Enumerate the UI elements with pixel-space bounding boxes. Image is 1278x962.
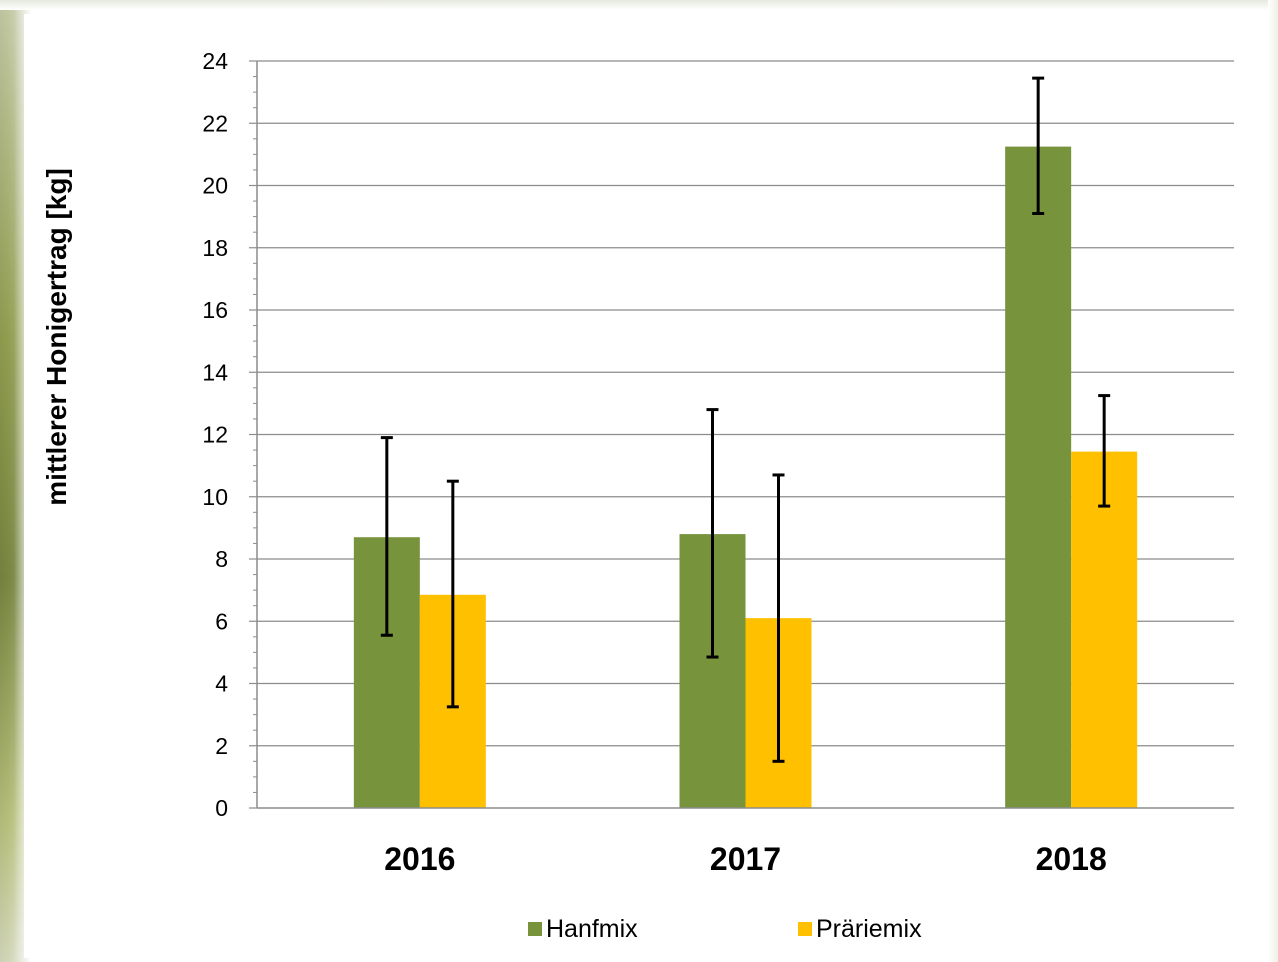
axes xyxy=(249,60,1234,809)
y-tick-label: 12 xyxy=(202,422,228,448)
legend-label-hanfmix: Hanfmix xyxy=(546,915,638,943)
x-tick-label: 2017 xyxy=(710,841,781,877)
y-tick-label: 2 xyxy=(215,733,228,759)
legend-swatch-praeriemix xyxy=(798,922,812,936)
legend-label-praeriemix: Präriemix xyxy=(816,915,922,943)
y-tick-label: 18 xyxy=(202,235,228,261)
bar-hanfmix-2018 xyxy=(1005,146,1072,808)
y-tick-label: 24 xyxy=(202,48,228,74)
background-right-edge xyxy=(1268,0,1278,962)
x-tick-label: 2018 xyxy=(1036,841,1107,877)
error-bars xyxy=(380,76,1111,763)
y-tick-label: 14 xyxy=(202,359,228,385)
y-tick-label: 16 xyxy=(202,297,228,323)
y-tick-label: 10 xyxy=(202,484,228,510)
legend-item-praeriemix: Präriemix xyxy=(798,914,922,944)
legend-item-hanfmix: Hanfmix xyxy=(528,914,638,944)
y-tick-label: 20 xyxy=(202,173,228,199)
legend-swatch-hanfmix xyxy=(528,922,542,936)
y-tick-label: 6 xyxy=(215,608,228,634)
y-tick-label: 4 xyxy=(215,671,228,697)
y-tick-label: 8 xyxy=(215,546,228,572)
legend: Hanfmix Präriemix xyxy=(0,914,1278,944)
x-tick-label: 2016 xyxy=(384,841,455,877)
bars xyxy=(353,146,1138,808)
y-tick-label: 0 xyxy=(215,795,228,821)
y-axis-label: mittlerer Honigertrag [kg] xyxy=(41,168,72,506)
background-top-edge xyxy=(0,0,1278,10)
bar-präriemix-2018 xyxy=(1071,451,1138,808)
y-tick-label: 22 xyxy=(202,110,228,136)
